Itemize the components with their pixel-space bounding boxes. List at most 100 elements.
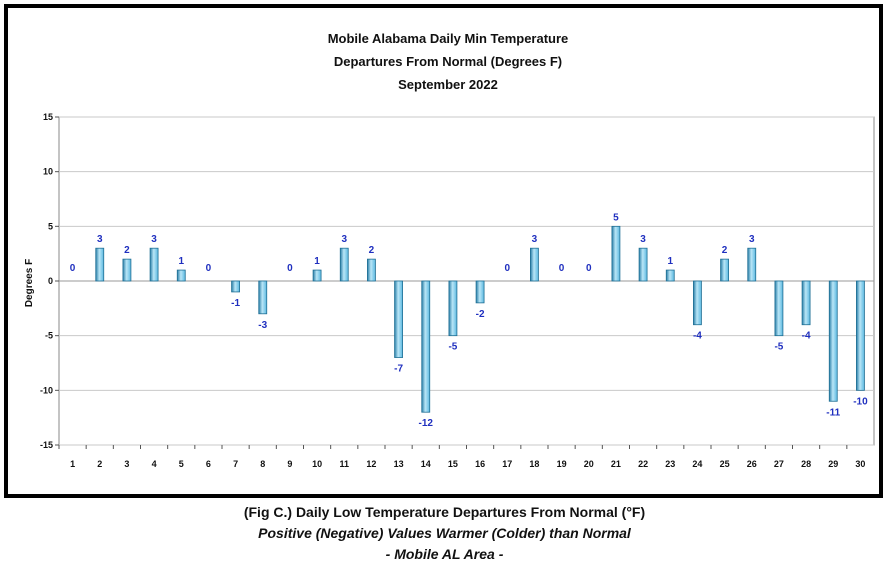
x-tick-label: 26 [747, 459, 757, 469]
x-tick-label: 15 [448, 459, 458, 469]
x-tick-label: 24 [692, 459, 702, 469]
x-tick-label: 30 [855, 459, 865, 469]
bar [801, 280, 811, 326]
x-tick-label: 3 [124, 459, 129, 469]
data-label: -3 [258, 320, 267, 331]
y-tick-label: 10 [43, 167, 53, 177]
x-tick-label: 1 [70, 459, 75, 469]
bar [693, 280, 702, 326]
chart-frame: Mobile Alabama Daily Min Temperature Dep… [4, 4, 883, 498]
x-tick-label: 28 [801, 459, 811, 469]
data-label: 3 [532, 234, 538, 245]
data-label: 2 [369, 245, 375, 256]
x-tick-label: 21 [611, 459, 621, 469]
x-tick-label: 16 [475, 459, 485, 469]
bar [95, 247, 105, 282]
data-label: 1 [667, 256, 673, 267]
x-tick-label: 19 [557, 459, 567, 469]
data-label: -10 [853, 396, 868, 407]
bar [312, 269, 322, 282]
figure-caption-subtitle: Positive (Negative) Values Warmer (Colde… [258, 525, 631, 541]
data-label: 3 [341, 234, 347, 245]
bar [421, 280, 431, 413]
bar [258, 280, 268, 315]
data-label: 3 [97, 234, 103, 245]
x-tick-label: 25 [720, 459, 730, 469]
bar [176, 269, 186, 282]
x-tick-label: 20 [584, 459, 594, 469]
x-tick-label: 17 [502, 459, 512, 469]
y-tick-label: 5 [48, 221, 53, 231]
bar [856, 280, 865, 391]
bar [611, 225, 621, 282]
data-label: 1 [178, 256, 184, 267]
data-label: 5 [613, 212, 619, 223]
x-tick-label: 10 [312, 459, 322, 469]
bar [665, 269, 675, 282]
y-tick-label: 15 [43, 112, 53, 122]
x-tick-label: 9 [287, 459, 292, 469]
data-label: 3 [749, 234, 755, 245]
bar [475, 280, 485, 304]
x-tick-label: 23 [665, 459, 675, 469]
x-tick-label: 22 [638, 459, 648, 469]
figure-caption-title: (Fig C.) Daily Low Temperature Departure… [243, 504, 646, 520]
data-label: -7 [394, 364, 403, 375]
y-axis-label: Degrees F [24, 259, 35, 307]
plot-area: 151050-5-10-151023324351607-18-390101113… [40, 112, 875, 469]
data-label: -4 [802, 331, 811, 342]
bar [367, 258, 376, 282]
data-label: 3 [640, 234, 646, 245]
bar [231, 280, 240, 293]
x-tick-label: 8 [260, 459, 265, 469]
data-label: -12 [419, 418, 434, 429]
bar [122, 258, 132, 282]
y-tick-label: -15 [40, 440, 53, 450]
y-tick-label: -10 [40, 385, 53, 395]
bar [394, 280, 403, 358]
data-label: 0 [206, 263, 212, 274]
x-tick-label: 2 [97, 459, 102, 469]
x-tick-label: 6 [206, 459, 211, 469]
bar [448, 280, 458, 337]
data-label: 0 [586, 263, 592, 274]
data-label: -11 [826, 407, 840, 418]
x-tick-label: 29 [828, 459, 838, 469]
figure-caption-location: - Mobile AL Area - [385, 546, 504, 562]
data-label: 2 [722, 245, 728, 256]
x-tick-label: 7 [233, 459, 238, 469]
data-label: 2 [124, 245, 130, 256]
bar [638, 247, 648, 282]
data-label: 0 [504, 263, 510, 274]
y-tick-label: -5 [45, 331, 53, 341]
bar [774, 280, 784, 337]
bar [747, 247, 757, 282]
x-tick-label: 4 [152, 459, 157, 469]
data-label: 3 [151, 234, 157, 245]
y-tick-label: 0 [48, 276, 53, 286]
data-label: -4 [693, 331, 702, 342]
x-tick-label: 18 [529, 459, 539, 469]
data-label: -2 [476, 309, 485, 320]
bar [339, 247, 349, 282]
data-label: -5 [448, 342, 457, 353]
data-label: 1 [314, 256, 320, 267]
data-label: -5 [774, 342, 783, 353]
chart-title-line-1: Mobile Alabama Daily Min Temperature [328, 31, 569, 46]
x-tick-label: 12 [366, 459, 376, 469]
x-tick-label: 13 [394, 459, 404, 469]
bar [530, 247, 539, 282]
bar [720, 258, 729, 282]
x-tick-label: 5 [179, 459, 184, 469]
data-label: 0 [70, 263, 76, 274]
x-tick-label: 27 [774, 459, 784, 469]
data-label: -1 [231, 298, 240, 309]
bar [828, 280, 838, 402]
data-label: 0 [559, 263, 565, 274]
data-label: 0 [287, 263, 293, 274]
x-tick-label: 14 [421, 459, 431, 469]
chart-title-line-3: September 2022 [398, 77, 498, 92]
temperature-departure-chart: Mobile Alabama Daily Min Temperature Dep… [24, 31, 875, 469]
chart-title-line-2: Departures From Normal (Degrees F) [334, 54, 562, 69]
bar [149, 247, 159, 282]
